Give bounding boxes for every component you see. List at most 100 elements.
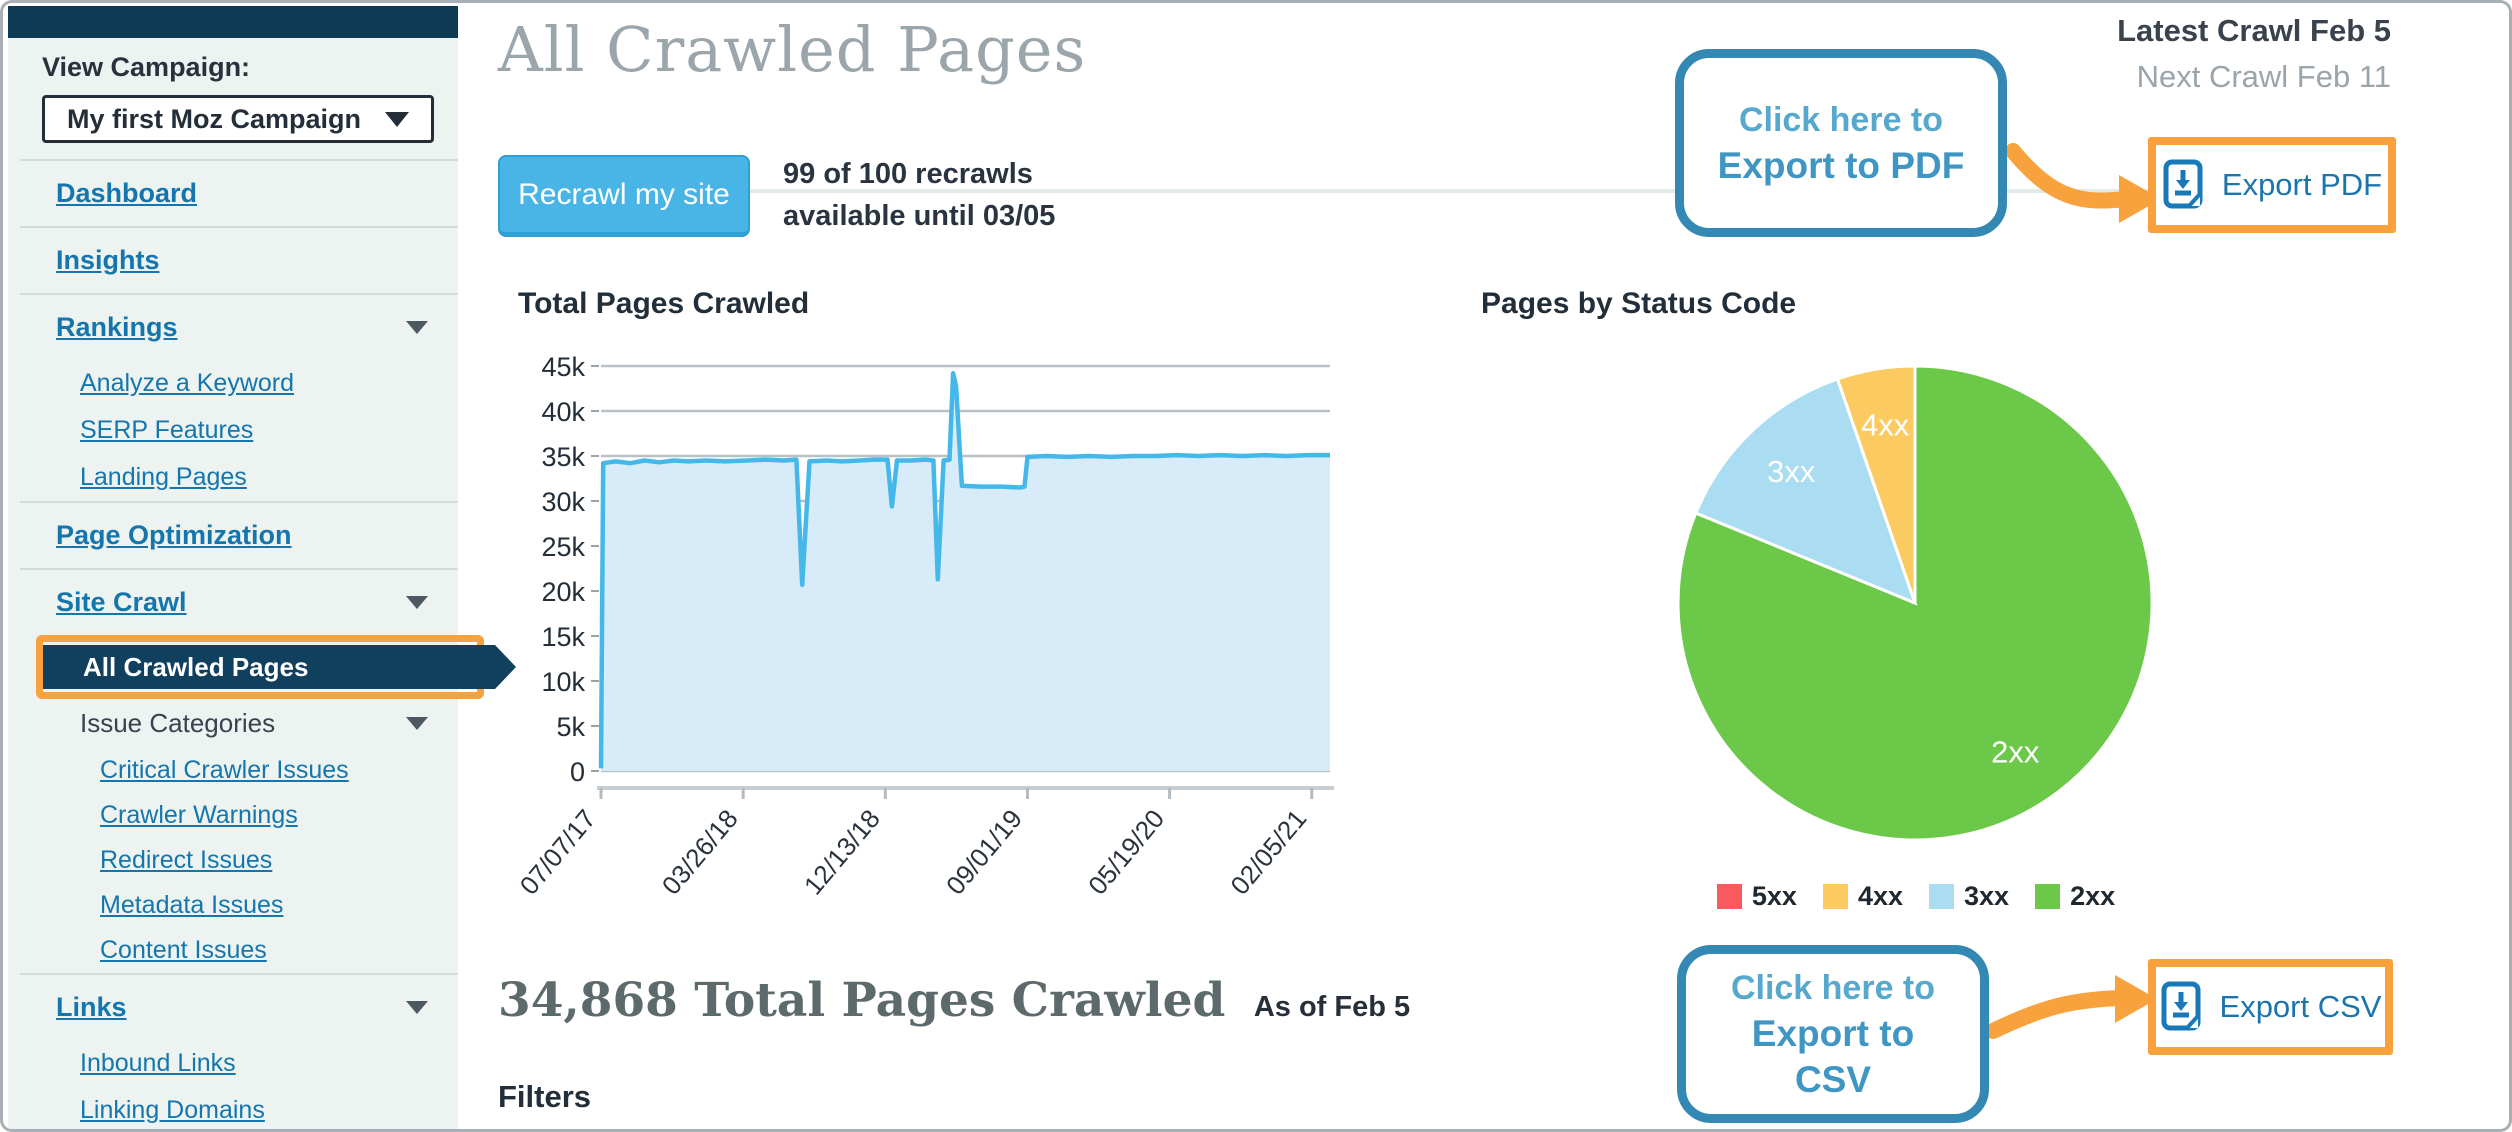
- export-download-icon: [2161, 981, 2201, 1031]
- active-item-highlight-box: All Crawled Pages: [36, 635, 516, 699]
- chevron-down-icon[interactable]: [406, 1001, 428, 1014]
- sidebar-item-rankings[interactable]: Rankings: [8, 295, 458, 360]
- export-csv-button[interactable]: Export CSV: [2148, 959, 2393, 1055]
- sidebar-item-label[interactable]: Rankings: [56, 312, 178, 342]
- sidebar-item-label[interactable]: Landing Pages: [80, 463, 247, 491]
- y-tick-label: 40k: [541, 397, 585, 427]
- sidebar-item-serp-features[interactable]: SERP Features: [8, 407, 458, 454]
- export-csv-label: Export CSV: [2219, 989, 2382, 1024]
- pdf-arrow: [2005, 143, 2133, 209]
- view-campaign-label: View Campaign:: [42, 52, 251, 82]
- legend-item-5xx: 5xx: [1716, 881, 1797, 912]
- legend-swatch: [2035, 884, 2061, 909]
- sidebar-item-content-issues[interactable]: Content Issues: [8, 928, 458, 973]
- sidebar-item-page-optimization[interactable]: Page Optimization: [8, 503, 458, 568]
- sidebar-item-label[interactable]: Linking Domains: [80, 1096, 265, 1124]
- y-tick-label: 20k: [541, 577, 585, 607]
- legend-item-2xx: 2xx: [2035, 881, 2115, 912]
- recrawl-my-site-button[interactable]: Recrawl my site: [498, 155, 750, 237]
- data-line: [598, 370, 1330, 769]
- area-fill: [601, 373, 1330, 771]
- csv-callout-line2: Export to: [1751, 1013, 1915, 1054]
- sidebar-item-landing-pages[interactable]: Landing Pages: [8, 454, 458, 501]
- sidebar-item-label[interactable]: Analyze a Keyword: [80, 369, 295, 397]
- sidebar-item-label[interactable]: Insights: [56, 245, 160, 275]
- pages-by-status-code-chart: 2xx 3xx 4xx: [1676, 364, 2154, 842]
- line-chart-title: Total Pages Crawled: [518, 287, 810, 320]
- sidebar-item-label[interactable]: Links: [56, 992, 127, 1022]
- sidebar-divider: [20, 226, 458, 228]
- campaign-select[interactable]: My first Moz Campaign: [42, 95, 434, 143]
- sidebar-item-label[interactable]: Content Issues: [100, 936, 267, 964]
- sidebar-item-metadata-issues[interactable]: Metadata Issues: [8, 883, 458, 928]
- sidebar-item-inbound-links[interactable]: Inbound Links: [8, 1040, 458, 1087]
- sidebar-item-label[interactable]: Critical Crawler Issues: [100, 756, 349, 784]
- sidebar-item-links[interactable]: Links: [8, 975, 458, 1040]
- sidebar-item-issue-categories[interactable]: Issue Categories: [8, 699, 458, 748]
- pie-legend: 5xx 4xx 3xx 2xx: [1651, 881, 2181, 912]
- page-title: All Crawled Pages: [498, 13, 1087, 86]
- sidebar-item-label: Issue Categories: [80, 708, 276, 738]
- recrawl-quota-text: 99 of 100 recrawls available until 03/05: [783, 153, 1055, 237]
- chevron-down-icon[interactable]: [406, 596, 428, 609]
- y-tick-label: 30k: [541, 487, 585, 517]
- sidebar-item-redirect-issues[interactable]: Redirect Issues: [8, 838, 458, 883]
- y-tick-label: 35k: [541, 442, 585, 472]
- y-tick-label: 10k: [541, 667, 585, 697]
- pdf-callout-line2: Export to PDF: [1717, 145, 1965, 186]
- pie-slice-3xx: [1693, 377, 1918, 606]
- pie-slice-4xx: [1835, 364, 1917, 604]
- legend-swatch: [1929, 884, 1954, 909]
- legend-label: 5xx: [1751, 881, 1797, 911]
- legend-label: 3xx: [1964, 881, 2010, 911]
- sidebar-divider: [20, 159, 458, 161]
- sidebar-nav: Dashboard Insights Rankings Analyze a Keywo…: [8, 159, 516, 1129]
- filters-heading: Filters: [498, 1079, 592, 1114]
- campaign-select-value: My first Moz Campaign: [67, 103, 362, 134]
- csv-callout-line3: CSV: [1794, 1059, 1872, 1100]
- x-tick-label: 09/01/19: [940, 804, 1028, 901]
- sidebar-item-label[interactable]: Dashboard: [56, 178, 198, 208]
- crawl-dates: Latest Crawl Feb 5 Next Crawl Feb 11: [2117, 13, 2391, 95]
- sidebar-item-critical-crawler-issues[interactable]: Critical Crawler Issues: [8, 748, 458, 793]
- sidebar-item-all-crawled-pages[interactable]: All Crawled Pages: [43, 645, 516, 689]
- x-tick-label: 07/07/17: [514, 804, 602, 901]
- sidebar-item-label[interactable]: Metadata Issues: [100, 891, 284, 919]
- total-pages-crawled-chart: 45k 40k 35k 30k 25k 20k 15k 10k 5k 0 07/07/17 03/26…: [514, 352, 1334, 901]
- y-tick-label: 0: [570, 757, 585, 787]
- sidebar-item-label[interactable]: Inbound Links: [80, 1049, 236, 1077]
- pie-slice-label-4xx: 4xx: [1861, 407, 1910, 442]
- total-pages-stat-value: 34,868 Total Pages Crawled: [498, 973, 1226, 1028]
- y-tick-label: 5k: [556, 712, 585, 742]
- header-divider: [498, 189, 2396, 193]
- sidebar-item-label[interactable]: Site Crawl: [56, 587, 187, 617]
- sidebar-item-analyze-a-keyword[interactable]: Analyze a Keyword: [8, 360, 458, 407]
- sidebar-item-label[interactable]: Crawler Warnings: [100, 801, 298, 829]
- sidebar-item-linking-domains[interactable]: Linking Domains: [8, 1087, 458, 1129]
- pdf-callout-line1: Click here to: [1738, 101, 1944, 139]
- export-pdf-callout: Click here to Export to PDF: [1675, 49, 2007, 237]
- sidebar-item-crawler-warnings[interactable]: Crawler Warnings: [8, 793, 458, 838]
- stat-as-of-text: As of Feb 5: [1253, 991, 1411, 1023]
- x-tick-label: 12/13/18: [798, 804, 886, 901]
- sidebar-divider: [20, 973, 458, 975]
- x-tick-label: 03/26/18: [656, 804, 744, 901]
- chevron-down-icon[interactable]: [406, 717, 428, 730]
- caret-down-icon: [385, 111, 409, 127]
- recrawl-quota-line2: available until 03/05: [783, 200, 1056, 232]
- sidebar-item-dashboard[interactable]: Dashboard: [8, 161, 458, 226]
- export-pdf-button[interactable]: Export PDF: [2148, 137, 2396, 233]
- recrawl-quota-line1: 99 of 100 recrawls: [783, 158, 1033, 190]
- chevron-down-icon[interactable]: [406, 321, 428, 334]
- sidebar-item-site-crawl[interactable]: Site Crawl: [8, 570, 458, 635]
- legend-label: 2xx: [2070, 881, 2116, 911]
- export-csv-callout: Click here to Export to CSV: [1677, 945, 1989, 1123]
- sidebar-item-label[interactable]: SERP Features: [80, 416, 254, 444]
- sidebar-item-label[interactable]: Page Optimization: [56, 520, 292, 550]
- y-tick-label: 45k: [541, 352, 585, 382]
- sidebar-item-label[interactable]: Redirect Issues: [100, 846, 273, 874]
- pie-chart-title: Pages by Status Code: [1481, 287, 1797, 320]
- sidebar-item-insights[interactable]: Insights: [8, 228, 458, 293]
- next-crawl-text: Next Crawl Feb 11: [2136, 59, 2391, 94]
